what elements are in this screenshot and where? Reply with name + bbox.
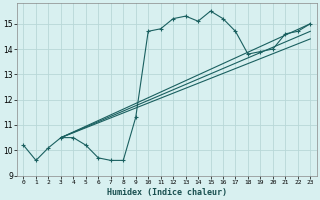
X-axis label: Humidex (Indice chaleur): Humidex (Indice chaleur) (107, 188, 227, 197)
